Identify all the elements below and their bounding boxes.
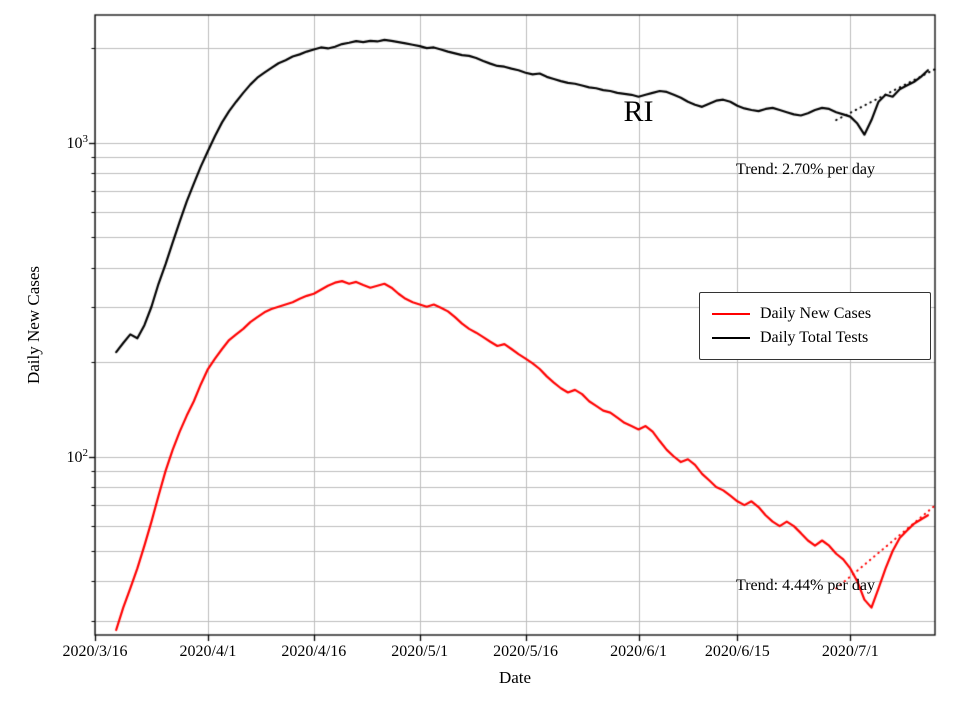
legend-line-tests-sample (712, 337, 750, 339)
x-tick-label: 2020/4/1 (179, 643, 237, 660)
x-tick-label: 2020/5/1 (391, 643, 449, 660)
x-tick-label: 2020/3/16 (62, 643, 128, 660)
y-tick-label: 102 (66, 446, 89, 466)
legend-label-tests: Daily Total Tests (760, 329, 869, 346)
y-tick-label: 103 (66, 132, 89, 152)
x-tick-label: 2020/7/1 (821, 643, 879, 660)
tests-trend-label: Trend: 2.70% per day (736, 161, 875, 178)
x-tick-label: 2020/4/16 (281, 643, 347, 660)
x-axis-label: Date (498, 668, 532, 687)
x-tick-label: 2020/6/1 (610, 643, 667, 660)
legend-label-cases: Daily New Cases (760, 305, 872, 322)
x-tick-label: 2020/5/16 (493, 643, 559, 660)
legend-item-cases: Daily New Cases (712, 302, 918, 326)
x-tick-label: 2020/6/15 (704, 643, 770, 660)
legend: Daily New Cases Daily Total Tests (699, 292, 931, 360)
legend-line-cases-sample (712, 313, 750, 315)
state-annotation: RI (623, 95, 654, 129)
cases-trend-label: Trend: 4.44% per day (736, 577, 875, 594)
legend-item-tests: Daily Total Tests (712, 326, 918, 350)
y-axis-label: Daily New Cases (24, 265, 43, 385)
